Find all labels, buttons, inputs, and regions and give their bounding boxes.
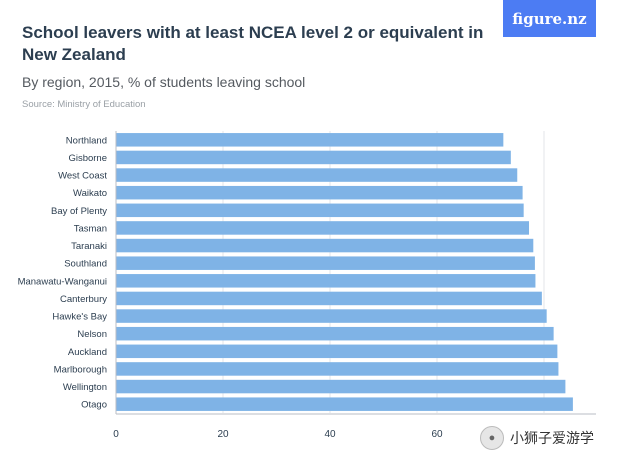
bar-wellington[interactable] <box>116 379 566 394</box>
bar-hawke-s-bay[interactable] <box>116 309 547 323</box>
x-tick-label: 20 <box>217 429 229 440</box>
category-label: Gisborne <box>68 153 107 164</box>
category-label: Waikato <box>73 188 107 199</box>
bar-otago[interactable] <box>116 397 573 411</box>
x-tick-label: 40 <box>324 429 336 440</box>
category-label: Northland <box>66 135 107 146</box>
bar-canterbury[interactable] <box>116 291 542 306</box>
bar-west-coast[interactable] <box>116 168 518 182</box>
category-label: Southland <box>64 259 107 270</box>
bar-manawatu-wanganui[interactable] <box>116 274 536 288</box>
category-label: West Coast <box>58 171 107 182</box>
watermark: ● 小狮子爱游学 <box>480 426 594 450</box>
bar-gisborne[interactable] <box>116 150 511 165</box>
category-label: Marlborough <box>54 364 107 375</box>
bar-bay-of-plenty[interactable] <box>116 203 524 218</box>
bar-auckland[interactable] <box>116 344 558 359</box>
category-label: Nelson <box>77 329 107 340</box>
category-label: Canterbury <box>60 294 107 305</box>
category-label: Otago <box>81 400 107 411</box>
category-label: Auckland <box>68 347 107 358</box>
x-tick-label: 60 <box>431 429 443 440</box>
wechat-icon: ● <box>480 426 504 450</box>
bar-marlborough[interactable] <box>116 362 559 376</box>
chart-subtitle: By region, 2015, % of students leaving s… <box>22 74 306 90</box>
category-label: Manawatu-Wanganui <box>18 276 107 287</box>
watermark-label: 小狮子爱游学 <box>510 430 594 446</box>
x-tick-label: 0 <box>113 429 119 440</box>
bar-waikato[interactable] <box>116 185 523 200</box>
chart-source: Source: Ministry of Education <box>22 99 146 110</box>
chart-title: School leavers with at least NCEA level … <box>22 23 484 64</box>
category-label: Tasman <box>74 223 107 234</box>
bar-nelson[interactable] <box>116 326 554 341</box>
bar-northland[interactable] <box>116 133 504 147</box>
category-label: Wellington <box>63 382 107 393</box>
bar-taranaki[interactable] <box>116 238 534 253</box>
category-label: Hawke's Bay <box>52 312 107 323</box>
bar-southland[interactable] <box>116 256 535 270</box>
category-label: Taranaki <box>71 241 107 252</box>
category-label: Bay of Plenty <box>51 206 107 217</box>
brand-logo[interactable]: figure.nz <box>503 0 596 37</box>
bar-tasman[interactable] <box>116 221 530 235</box>
